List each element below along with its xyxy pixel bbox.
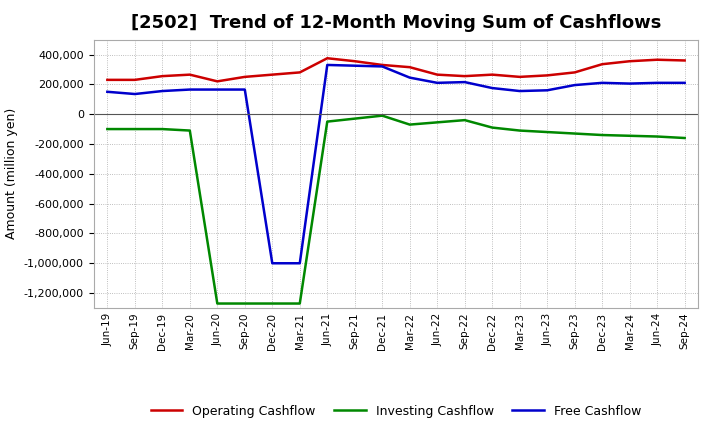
Operating Cashflow [543, 73, 552, 78]
Investing Cashflow [433, 120, 441, 125]
Free Cashflow [103, 89, 112, 95]
Free Cashflow [543, 88, 552, 93]
Line: Investing Cashflow: Investing Cashflow [107, 116, 685, 304]
Operating Cashflow [626, 59, 634, 64]
Operating Cashflow [570, 70, 579, 75]
Free Cashflow [405, 75, 414, 80]
Free Cashflow [626, 81, 634, 86]
Operating Cashflow [158, 73, 166, 79]
Free Cashflow [158, 88, 166, 94]
Free Cashflow [268, 260, 276, 266]
Line: Free Cashflow: Free Cashflow [107, 65, 685, 263]
Investing Cashflow [213, 301, 222, 306]
Free Cashflow [433, 80, 441, 85]
Operating Cashflow [323, 55, 332, 61]
Investing Cashflow [626, 133, 634, 139]
Free Cashflow [323, 62, 332, 68]
Investing Cashflow [570, 131, 579, 136]
Investing Cashflow [460, 117, 469, 123]
Operating Cashflow [130, 77, 139, 82]
Investing Cashflow [186, 128, 194, 133]
Investing Cashflow [653, 134, 662, 139]
Free Cashflow [240, 87, 249, 92]
Investing Cashflow [598, 132, 606, 138]
Free Cashflow [570, 82, 579, 88]
Free Cashflow [598, 80, 606, 85]
Operating Cashflow [295, 70, 304, 75]
Operating Cashflow [186, 72, 194, 77]
Operating Cashflow [268, 72, 276, 77]
Investing Cashflow [680, 136, 689, 141]
Y-axis label: Amount (million yen): Amount (million yen) [5, 108, 18, 239]
Legend: Operating Cashflow, Investing Cashflow, Free Cashflow: Operating Cashflow, Investing Cashflow, … [146, 400, 646, 422]
Investing Cashflow [488, 125, 497, 130]
Operating Cashflow [433, 72, 441, 77]
Free Cashflow [130, 92, 139, 97]
Operating Cashflow [680, 58, 689, 63]
Investing Cashflow [405, 122, 414, 127]
Operating Cashflow [405, 65, 414, 70]
Investing Cashflow [323, 119, 332, 124]
Line: Operating Cashflow: Operating Cashflow [107, 58, 685, 81]
Investing Cashflow [240, 301, 249, 306]
Free Cashflow [680, 80, 689, 85]
Investing Cashflow [543, 129, 552, 135]
Free Cashflow [488, 85, 497, 91]
Operating Cashflow [351, 59, 359, 64]
Investing Cashflow [268, 301, 276, 306]
Free Cashflow [516, 88, 524, 94]
Investing Cashflow [103, 126, 112, 132]
Operating Cashflow [488, 72, 497, 77]
Free Cashflow [653, 80, 662, 85]
Investing Cashflow [130, 126, 139, 132]
Operating Cashflow [653, 57, 662, 62]
Free Cashflow [213, 87, 222, 92]
Operating Cashflow [460, 73, 469, 79]
Investing Cashflow [516, 128, 524, 133]
Free Cashflow [460, 80, 469, 85]
Title: [2502]  Trend of 12-Month Moving Sum of Cashflows: [2502] Trend of 12-Month Moving Sum of C… [131, 15, 661, 33]
Investing Cashflow [158, 126, 166, 132]
Operating Cashflow [103, 77, 112, 82]
Free Cashflow [186, 87, 194, 92]
Operating Cashflow [213, 79, 222, 84]
Free Cashflow [378, 64, 387, 69]
Operating Cashflow [516, 74, 524, 80]
Operating Cashflow [240, 74, 249, 80]
Investing Cashflow [295, 301, 304, 306]
Operating Cashflow [598, 62, 606, 67]
Investing Cashflow [378, 113, 387, 118]
Investing Cashflow [351, 116, 359, 121]
Free Cashflow [351, 63, 359, 68]
Free Cashflow [295, 260, 304, 266]
Operating Cashflow [378, 62, 387, 68]
